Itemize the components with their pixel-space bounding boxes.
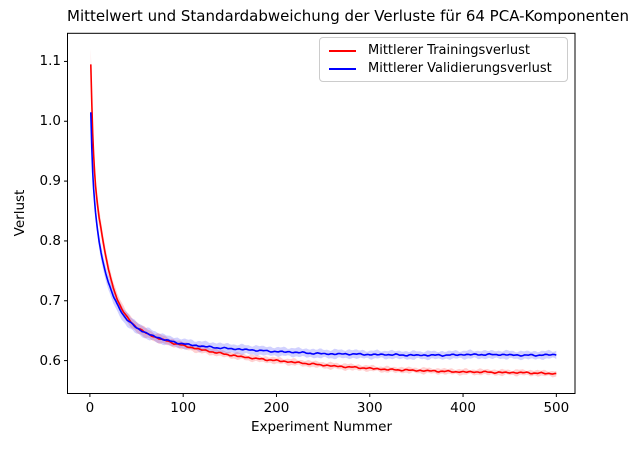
legend: Mittlerer Trainingsverlust Mittlerer Vali… bbox=[319, 37, 568, 82]
y-tick-label: 0.7 bbox=[39, 292, 61, 309]
legend-entry: Mittlerer Validierungsverlust bbox=[320, 60, 567, 78]
x-axis-label: Experiment Nummer bbox=[250, 419, 393, 435]
x-tick-label: 0 bbox=[85, 400, 95, 416]
y-tick-label: 0.6 bbox=[39, 352, 61, 369]
training-loss-line bbox=[90, 64, 557, 375]
legend-line-sample bbox=[329, 68, 356, 70]
x-tick-label: 200 bbox=[263, 400, 290, 416]
chart-title: Mittelwert und Standardabweichung der Ve… bbox=[67, 7, 629, 25]
y-tick-label: 1.0 bbox=[39, 113, 61, 130]
x-tick-label: 400 bbox=[450, 400, 476, 416]
axes-frame bbox=[67, 32, 576, 395]
validation-loss-line bbox=[90, 112, 557, 357]
y-tick-label: 0.9 bbox=[39, 173, 61, 190]
y-tick-label: 1.1 bbox=[39, 53, 61, 70]
legend-entry-label: Mittlerer Validierungsverlust bbox=[368, 61, 552, 76]
x-tick-label: 500 bbox=[543, 400, 570, 416]
validation-loss-band bbox=[90, 106, 557, 361]
legend-entry-label: Mittlerer Trainingsverlust bbox=[368, 43, 530, 58]
training-loss-band bbox=[90, 48, 557, 378]
x-tick-label: 300 bbox=[356, 400, 383, 416]
legend-line-sample bbox=[329, 50, 356, 52]
x-tick-label: 100 bbox=[170, 400, 197, 416]
legend-entry: Mittlerer Trainingsverlust bbox=[320, 42, 567, 60]
y-tick-label: 0.8 bbox=[39, 232, 61, 249]
